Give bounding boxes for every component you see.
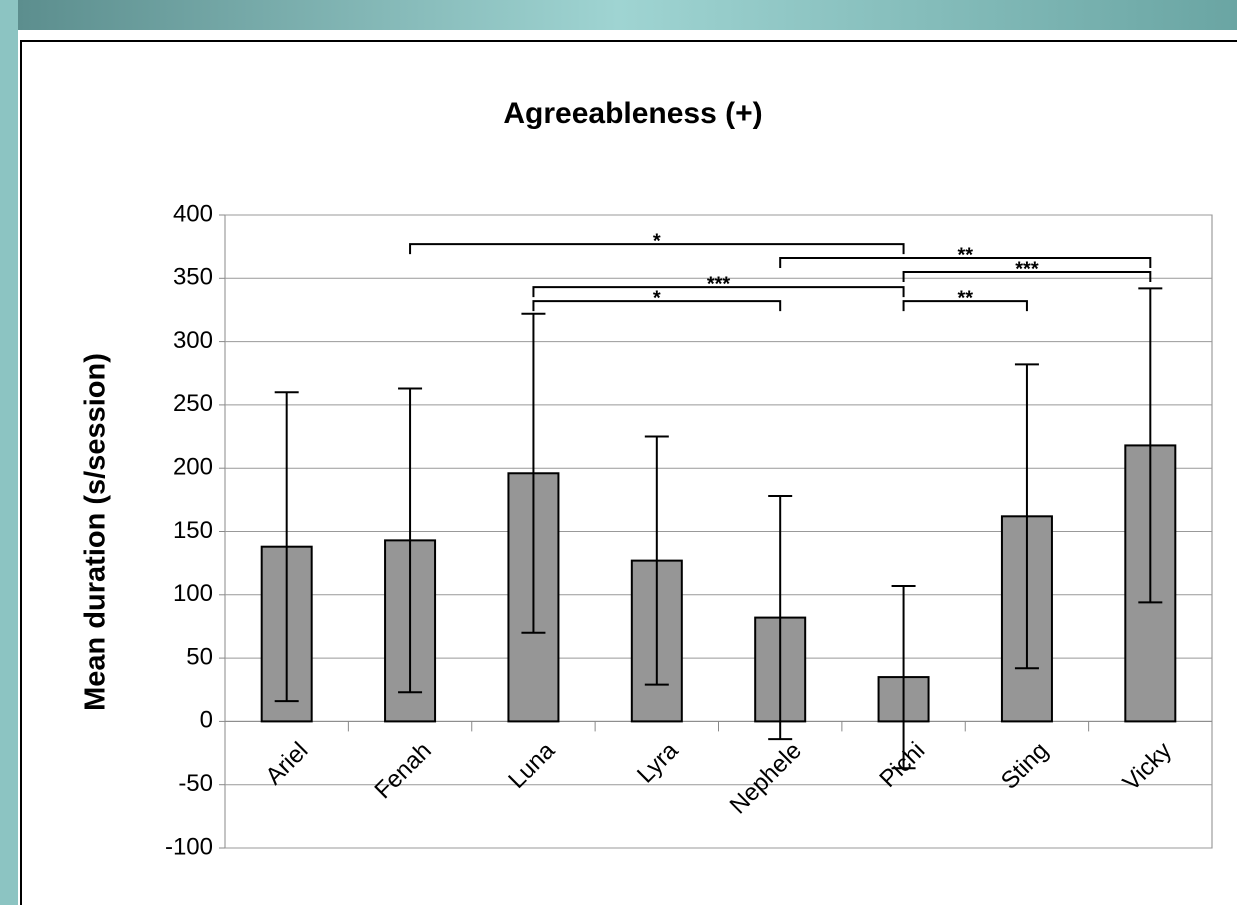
y-tick-label: 300: [173, 327, 213, 354]
y-tick-label: 350: [173, 264, 213, 291]
significance-bracket: [532, 286, 905, 298]
y-tick-label: 100: [173, 580, 213, 607]
significance-label: ***: [1015, 258, 1039, 280]
chart-title: Agreeableness (+): [503, 97, 762, 130]
chart-panel: [20, 40, 1237, 910]
y-tick-label: 150: [173, 517, 213, 544]
y-tick-label: 50: [186, 643, 213, 670]
y-tick-label: 0: [200, 707, 213, 734]
significance-label: **: [957, 287, 973, 309]
y-tick-label: 200: [173, 454, 213, 481]
significance-bracket: [779, 257, 1152, 269]
y-axis-label: Mean duration (s/session): [80, 353, 112, 711]
y-tick-label: -100: [165, 833, 213, 860]
y-tick-label: -50: [178, 770, 213, 797]
significance-bracket: [532, 300, 782, 312]
significance-label: *: [653, 230, 661, 252]
significance-label: **: [957, 244, 973, 266]
significance-bracket: [409, 243, 905, 255]
window-edge: [0, 0, 18, 905]
significance-label: ***: [707, 273, 731, 295]
y-tick-label: 400: [173, 200, 213, 227]
window-band: [0, 0, 1237, 30]
significance-bracket: [902, 300, 1028, 312]
significance-label: *: [653, 287, 661, 309]
significance-bracket: [902, 270, 1152, 282]
y-tick-label: 250: [173, 390, 213, 417]
